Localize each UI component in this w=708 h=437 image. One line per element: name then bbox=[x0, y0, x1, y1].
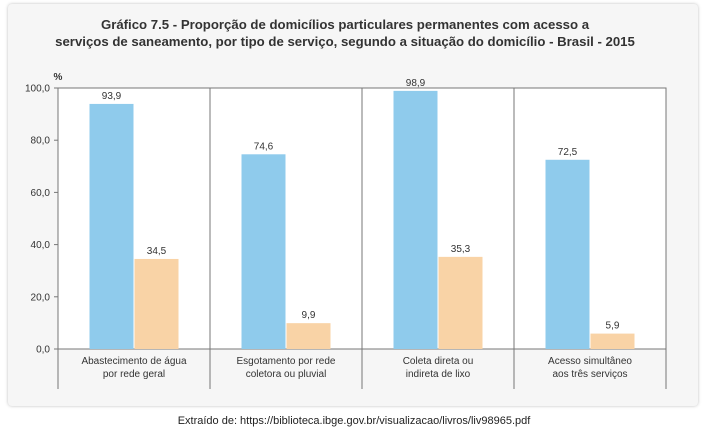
bar bbox=[393, 90, 438, 349]
category-label: coletora ou pluvial bbox=[246, 369, 327, 380]
bar bbox=[241, 154, 286, 349]
bar bbox=[438, 256, 483, 349]
bar bbox=[134, 258, 179, 349]
source-note: Extraído de: https://biblioteca.ibge.gov… bbox=[177, 415, 531, 427]
category-label: Coleta direta ou bbox=[403, 356, 474, 367]
chart-title: Gráfico 7.5 - Proporção de domicílios pa… bbox=[20, 16, 670, 50]
category-label: Esgotamento por rede bbox=[237, 356, 336, 367]
bar bbox=[286, 323, 331, 349]
data-label: 98,9 bbox=[406, 78, 426, 89]
data-label: 9,9 bbox=[302, 310, 316, 321]
y-tick-label: 60,0 bbox=[31, 188, 51, 199]
category-label: Acesso simultâneo bbox=[548, 356, 632, 367]
y-axis-unit-label: % bbox=[54, 72, 63, 83]
data-label: 5,9 bbox=[606, 321, 620, 332]
category-label: por rede geral bbox=[103, 369, 165, 380]
y-tick-label: 40,0 bbox=[31, 240, 51, 251]
y-tick-label: 0,0 bbox=[36, 345, 50, 356]
data-label: 74,6 bbox=[254, 141, 274, 152]
data-label: 72,5 bbox=[558, 147, 578, 158]
bar bbox=[590, 333, 635, 349]
chart-title-line-1: Gráfico 7.5 - Proporção de domicílios pa… bbox=[100, 17, 590, 32]
data-label: 34,5 bbox=[147, 246, 167, 257]
category-label: aos três serviços bbox=[552, 369, 627, 380]
category-label: Abastecimento de água bbox=[81, 356, 187, 367]
bar bbox=[89, 103, 134, 350]
data-label: 93,9 bbox=[102, 91, 122, 102]
bar bbox=[545, 159, 590, 349]
category-label: indireta de lixo bbox=[406, 369, 471, 380]
chart-title-line-2: serviços de saneamento, por tipo de serv… bbox=[55, 34, 635, 49]
y-tick-label: 100,0 bbox=[25, 84, 50, 95]
y-tick-label: 80,0 bbox=[31, 136, 51, 147]
y-tick-label: 20,0 bbox=[31, 292, 51, 303]
data-label: 35,3 bbox=[451, 244, 471, 255]
